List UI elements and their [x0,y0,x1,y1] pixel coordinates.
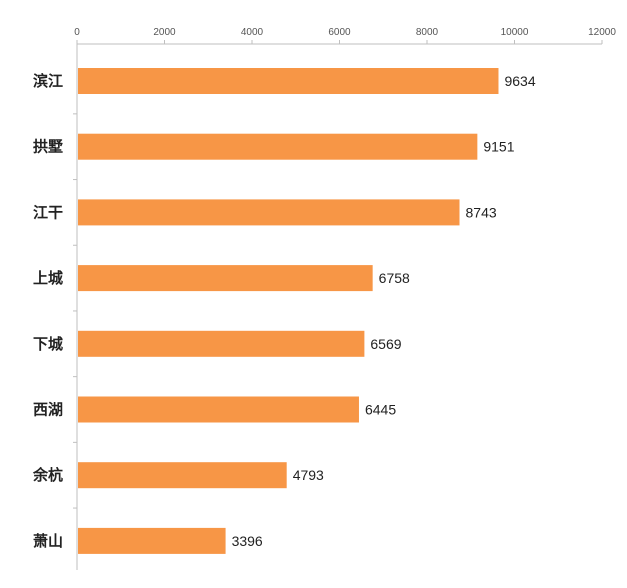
bar [78,396,359,423]
data-label: 6569 [370,336,401,352]
data-label: 6445 [365,402,396,418]
category-label: 滨江 [33,72,63,90]
data-label: 3396 [232,533,263,549]
x-tick-label: 8000 [416,27,439,38]
x-tick-label: 6000 [328,27,351,38]
category-label: 余杭 [32,466,63,484]
x-tick-label: 0 [74,27,80,38]
bar [78,265,373,292]
category-label: 上城 [33,269,63,287]
data-label: 9151 [483,139,514,155]
bar [78,462,287,489]
bar [78,330,365,357]
x-tick-label: 4000 [241,27,264,38]
category-label: 江干 [33,203,63,221]
category-label: 西湖 [33,401,63,419]
x-tick-label: 12000 [588,27,616,38]
category-label: 萧山 [33,532,63,550]
bar [78,133,478,160]
data-label: 6758 [379,270,410,286]
bar [78,199,460,226]
data-label: 8743 [466,204,497,220]
x-tick-label: 10000 [501,27,529,38]
bar [78,68,499,94]
data-label: 9634 [504,73,535,89]
data-label: 4793 [293,467,324,483]
category-label: 拱墅 [33,138,63,156]
x-tick-label: 2000 [153,27,176,38]
category-label: 下城 [33,335,63,353]
bar [78,527,226,554]
